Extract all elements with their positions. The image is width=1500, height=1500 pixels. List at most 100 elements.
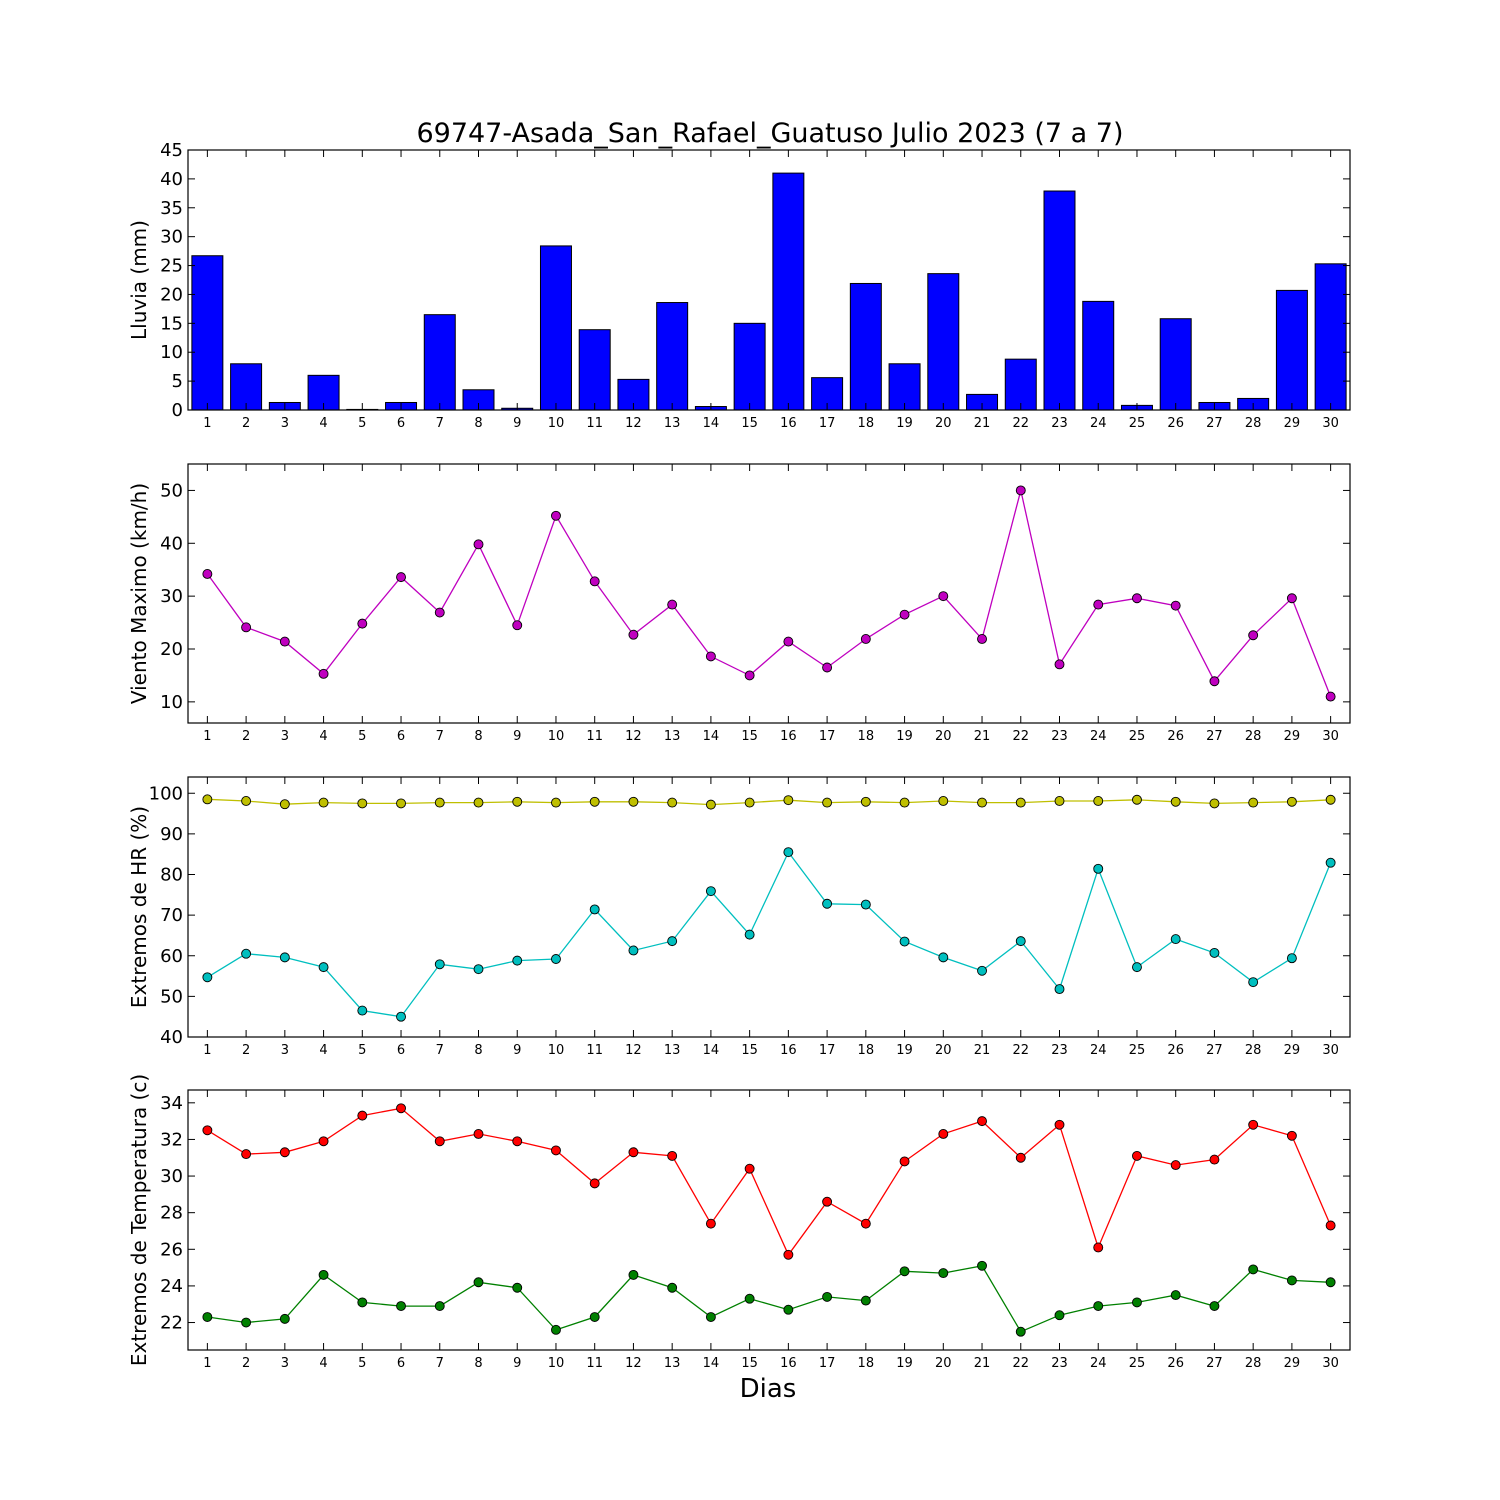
temperature-y-axis-label: Extremos de Temperatura (c) — [127, 1074, 151, 1366]
humidity-xtick-label: 13 — [664, 1043, 681, 1058]
rain-ytick-label: 25 — [160, 256, 183, 277]
temperature-xtick-label: 17 — [819, 1356, 836, 1371]
humidity-series-2-point — [1286, 953, 1297, 964]
wind-xtick-label: 23 — [1051, 729, 1068, 744]
wind-series-1-point — [357, 618, 368, 629]
rain-bar — [1314, 263, 1347, 411]
wind-series-1-point — [396, 572, 406, 583]
temperature-series-2-point — [318, 1269, 329, 1280]
temperature-xtick-label: 14 — [703, 1356, 720, 1371]
temperature-series-1-point — [977, 1116, 987, 1127]
rain-xtick-label: 6 — [397, 416, 405, 431]
humidity-series-2-point — [1170, 934, 1181, 945]
humidity-xtick-label: 14 — [703, 1043, 720, 1058]
temperature-series-1-point — [473, 1128, 484, 1139]
wind-plot-frame — [187, 463, 1351, 724]
temperature-xtick-label: 22 — [1012, 1356, 1029, 1371]
humidity-xtick-label: 3 — [281, 1043, 289, 1058]
rain-ytick-label: 40 — [160, 169, 183, 190]
wind-series-1-point — [473, 539, 484, 550]
rain-ytick-label: 5 — [172, 371, 183, 392]
rain-ytick-label: 30 — [160, 227, 183, 248]
rain-xtick-label: 13 — [664, 416, 681, 431]
temperature-xtick-label: 24 — [1090, 1356, 1107, 1371]
humidity-xtick-label: 20 — [935, 1043, 952, 1058]
rain-ytick-label: 45 — [160, 140, 183, 161]
humidity-xtick-label: 5 — [358, 1043, 366, 1058]
rain-bar — [423, 314, 456, 411]
humidity-xtick-label: 28 — [1245, 1043, 1262, 1058]
rain-xtick-label: 16 — [780, 416, 797, 431]
humidity-xtick-label: 9 — [513, 1043, 521, 1058]
temperature-xtick-label: 27 — [1206, 1356, 1223, 1371]
wind-series-1-point — [667, 599, 678, 610]
humidity-plot-frame — [187, 776, 1351, 1038]
rain-xtick-label: 22 — [1012, 416, 1029, 431]
wind-series-1-point — [860, 634, 871, 644]
wind-series-1-point — [1093, 599, 1104, 610]
wind-series-1-point — [783, 636, 794, 647]
humidity-series-2-point — [1325, 857, 1336, 868]
humidity-series-1-point — [241, 796, 252, 806]
chart-title: 69747-Asada_San_Rafael_Guatuso Julio 202… — [416, 118, 1123, 149]
wind-xtick-label: 21 — [974, 729, 991, 744]
humidity-series-1-point — [822, 797, 833, 808]
temperature-series-2-point — [1248, 1264, 1259, 1275]
wind-series-1-point — [1286, 593, 1297, 604]
humidity-series-2-point — [241, 948, 252, 959]
humidity-series-1-point — [202, 794, 213, 805]
temperature-series-2-point — [434, 1301, 445, 1312]
wind-xtick-label: 22 — [1012, 729, 1029, 744]
humidity-series-2-point — [1015, 936, 1026, 947]
temperature-series-1-line — [207, 1107, 1332, 1257]
humidity-series-2-point — [1209, 947, 1220, 958]
humidity-series-2-point — [357, 1005, 368, 1016]
rain-bar — [772, 172, 805, 411]
wind-xtick-label: 25 — [1129, 729, 1146, 744]
temperature-series-2-point — [202, 1312, 213, 1322]
humidity-series-1-point — [1248, 797, 1259, 808]
rain-xtick-label: 8 — [474, 416, 482, 431]
wind-xtick-label: 29 — [1284, 729, 1301, 744]
humidity-ytick-label: 70 — [160, 905, 183, 926]
rain-bar — [578, 329, 611, 411]
wind-xtick-label: 1 — [203, 729, 211, 744]
wind-xtick-label: 17 — [819, 729, 836, 744]
humidity-series-2-point — [318, 962, 329, 973]
humidity-series-2-point — [202, 972, 213, 983]
wind-y-axis-label: Viento Maximo (km/h) — [127, 483, 151, 704]
temperature-series-2-point — [357, 1297, 368, 1308]
wind-xtick-label: 8 — [474, 729, 482, 744]
temperature-series-1-point — [202, 1125, 213, 1136]
humidity-ytick-label: 80 — [160, 865, 183, 886]
temperature-ytick-label: 26 — [160, 1239, 183, 1260]
humidity-xtick-label: 4 — [319, 1043, 327, 1058]
rain-ytick-label: 35 — [160, 198, 183, 219]
wind-ytick-label: 50 — [160, 480, 183, 501]
rain-bar — [1004, 358, 1037, 411]
humidity-xtick-label: 29 — [1284, 1043, 1301, 1058]
temperature-ytick-label: 28 — [160, 1203, 183, 1224]
temperature-series-2-point — [279, 1313, 290, 1324]
temperature-xtick-label: 2 — [242, 1356, 250, 1371]
humidity-xtick-label: 18 — [858, 1043, 875, 1058]
temperature-series-1-point — [1093, 1242, 1104, 1253]
temperature-series-1-point — [1132, 1150, 1142, 1161]
humidity-xtick-label: 30 — [1322, 1043, 1339, 1058]
humidity-series-2-line — [207, 850, 1332, 1018]
humidity-series-1-point — [667, 797, 678, 808]
temperature-series-1-point — [551, 1145, 561, 1156]
temperature-xtick-label: 29 — [1284, 1356, 1301, 1371]
temperature-xtick-label: 6 — [397, 1356, 405, 1371]
temperature-xtick-label: 26 — [1167, 1356, 1184, 1371]
rain-y-axis-label: Lluvia (mm) — [127, 220, 151, 340]
humidity-series-1-point — [434, 797, 445, 808]
temperature-series-1-point — [512, 1136, 523, 1147]
wind-series-1-point — [822, 662, 833, 673]
humidity-series-1-point — [396, 798, 406, 809]
rain-bar — [230, 363, 263, 411]
humidity-series-1-point — [860, 796, 871, 807]
temperature-xtick-label: 19 — [896, 1356, 913, 1371]
